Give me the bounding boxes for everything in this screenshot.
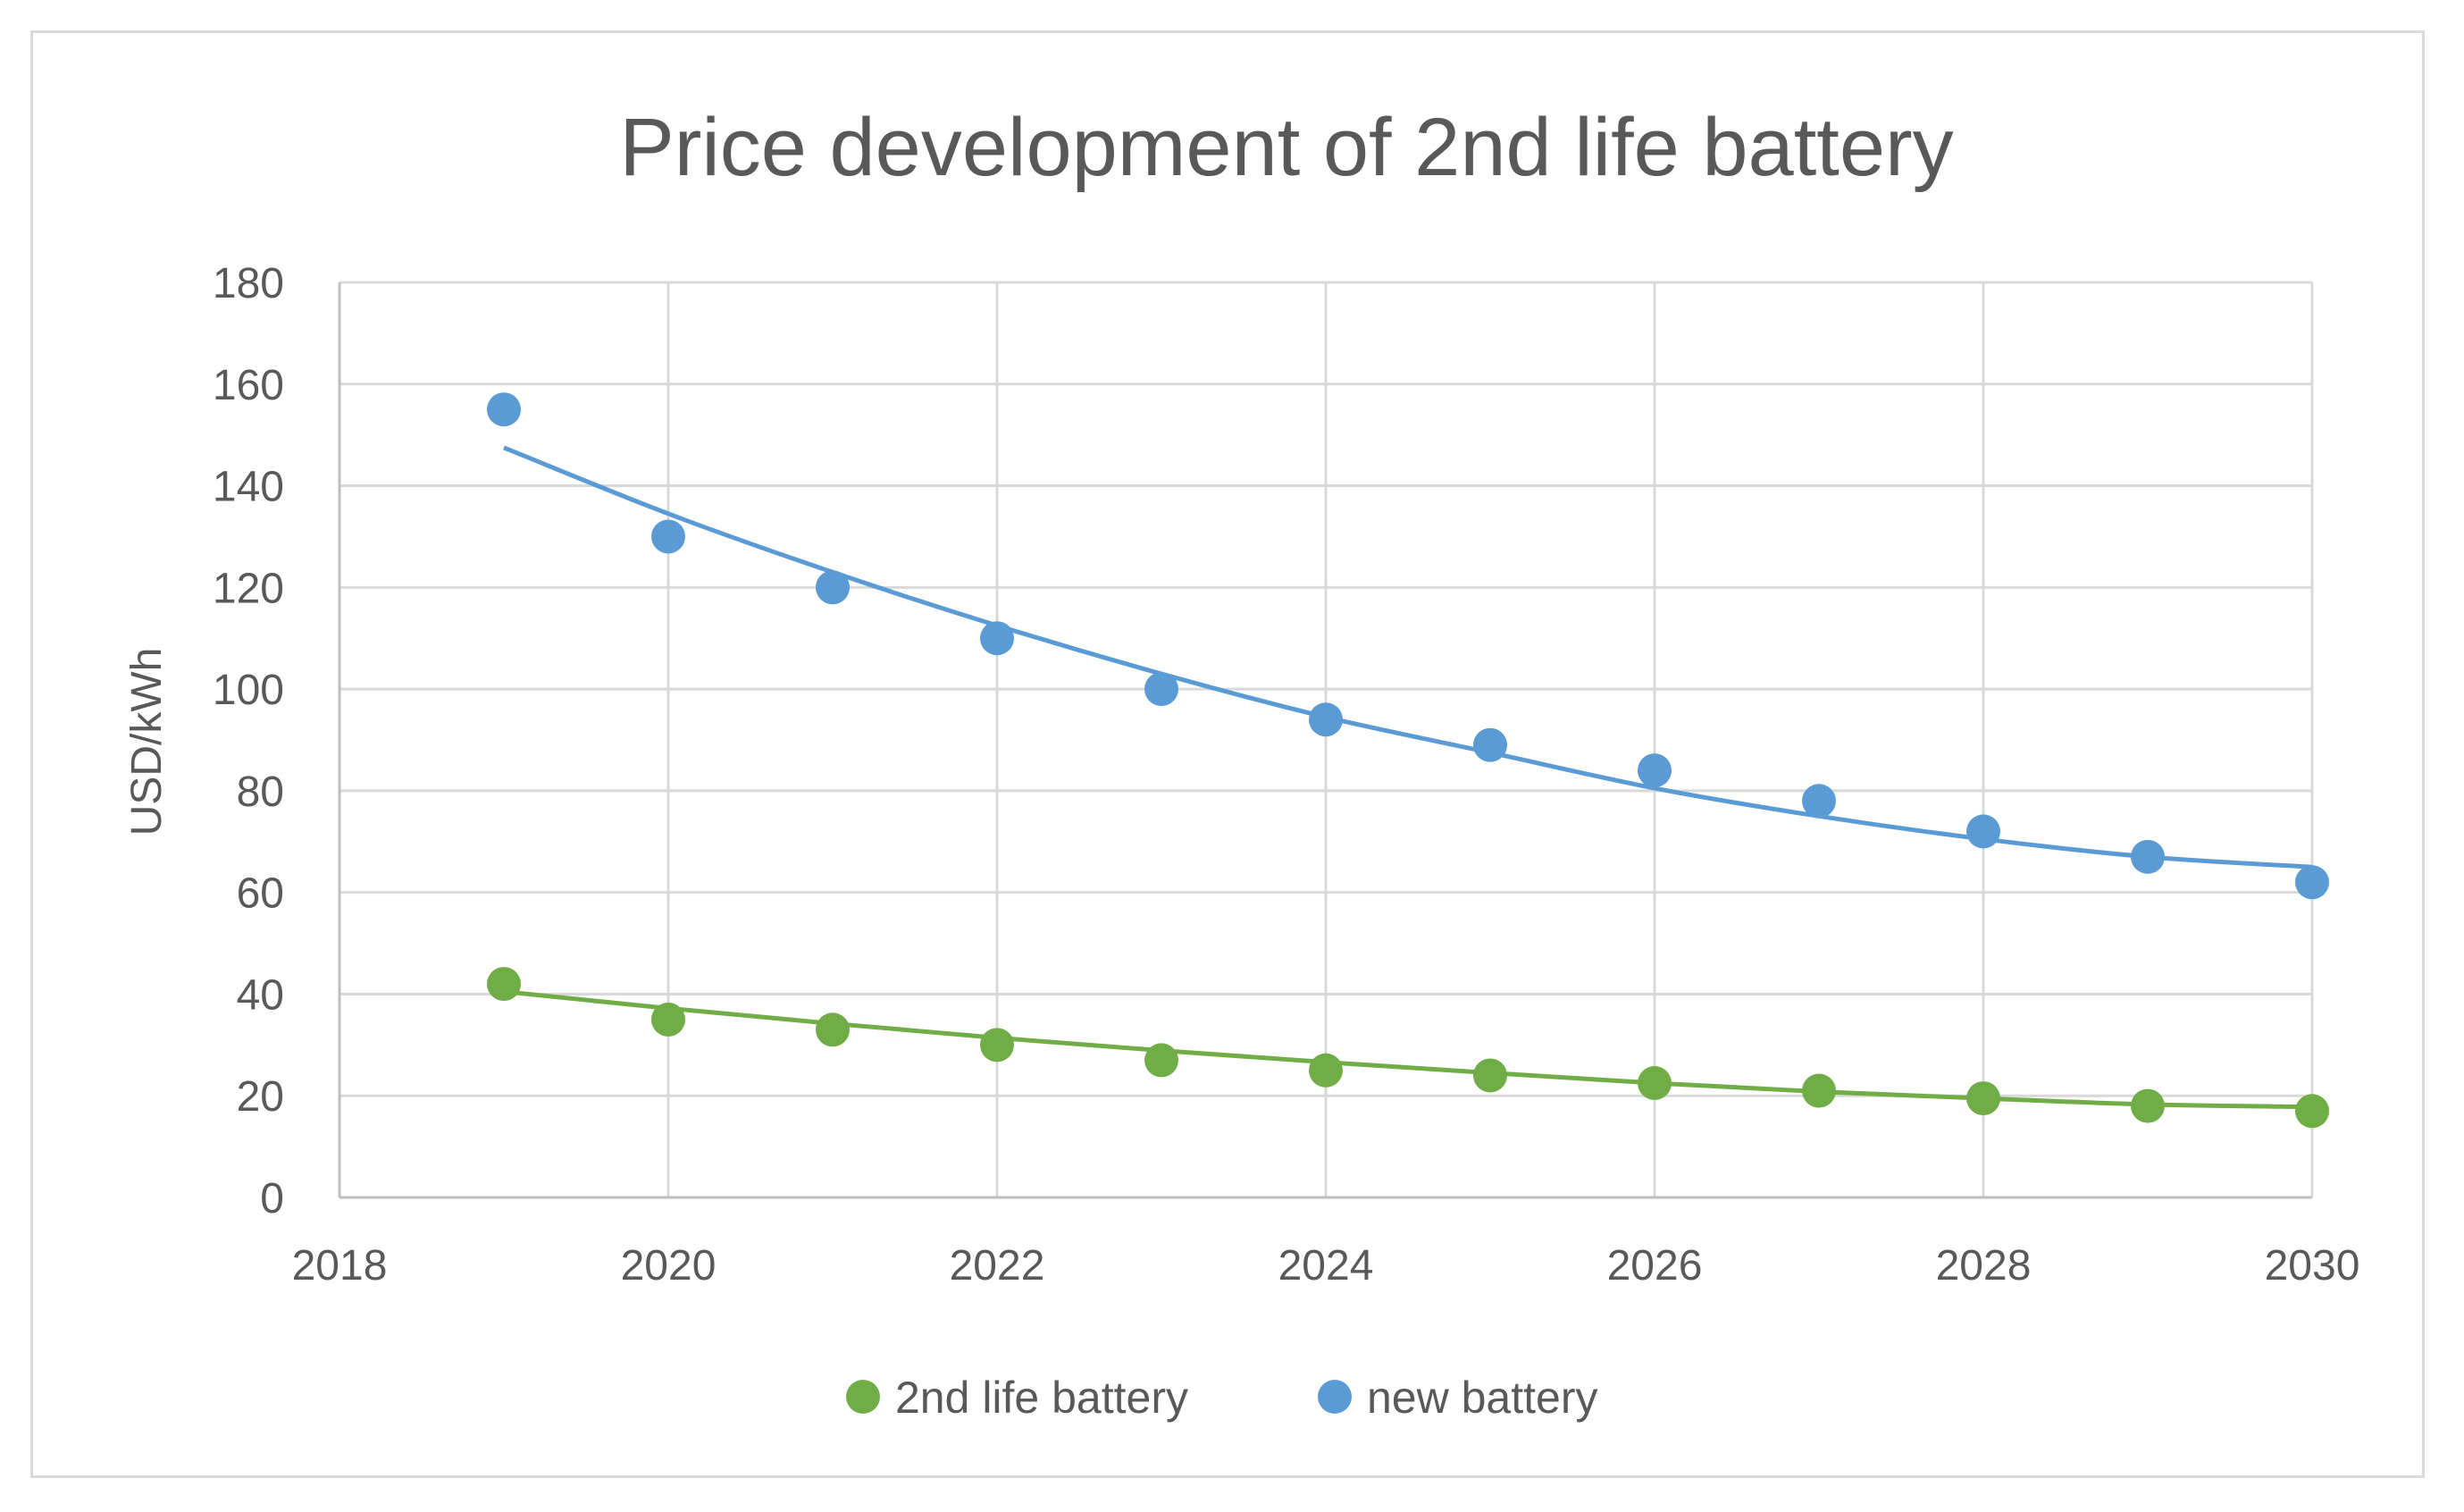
point-2nd-life-battery bbox=[2295, 1094, 2329, 1129]
point-2nd-life-battery bbox=[2131, 1088, 2165, 1123]
point-new-battery bbox=[1473, 727, 1507, 762]
point-new-battery bbox=[2131, 839, 2165, 874]
x-tick-label: 2018 bbox=[292, 1242, 388, 1289]
point-new-battery bbox=[816, 570, 850, 605]
point-new-battery bbox=[1309, 702, 1343, 737]
x-tick-label: 2028 bbox=[1936, 1242, 2032, 1289]
point-2nd-life-battery bbox=[1144, 1043, 1178, 1078]
legend-label: new battery bbox=[1367, 1373, 1597, 1423]
point-2nd-life-battery bbox=[1802, 1073, 1836, 1108]
point-new-battery bbox=[1638, 753, 1672, 788]
legend-marker bbox=[846, 1380, 880, 1414]
y-tick-label: 120 bbox=[213, 565, 284, 612]
point-2nd-life-battery bbox=[980, 1028, 1014, 1063]
x-tick-label: 2030 bbox=[2265, 1242, 2360, 1289]
point-2nd-life-battery bbox=[816, 1012, 850, 1047]
legend-marker bbox=[1318, 1380, 1352, 1414]
chart-frame bbox=[30, 30, 2425, 1478]
point-new-battery bbox=[487, 392, 521, 427]
trendline-new-battery bbox=[503, 445, 2313, 869]
legend-label: 2nd life battery bbox=[895, 1373, 1188, 1423]
y-tick-labels: 0 20 40 60 80 100 120 140 160 180 bbox=[213, 260, 284, 1222]
y-tick-label: 60 bbox=[237, 870, 284, 918]
x-tick-label: 2026 bbox=[1607, 1242, 1703, 1289]
trendline-2nd-life-battery bbox=[503, 989, 2313, 1110]
y-tick-label: 180 bbox=[213, 260, 284, 307]
y-tick-label: 100 bbox=[213, 667, 284, 714]
point-2nd-life-battery bbox=[1638, 1066, 1672, 1100]
point-2nd-life-battery bbox=[1473, 1058, 1507, 1093]
x-tick-label: 2024 bbox=[1278, 1242, 1374, 1289]
y-tick-label: 160 bbox=[213, 362, 284, 409]
data-points bbox=[487, 392, 2329, 1129]
x-tick-label: 2020 bbox=[621, 1242, 717, 1289]
point-new-battery bbox=[1802, 784, 1836, 819]
point-2nd-life-battery bbox=[487, 967, 521, 1002]
axes bbox=[338, 282, 2312, 1199]
y-tick-label: 0 bbox=[260, 1175, 284, 1222]
point-2nd-life-battery bbox=[1309, 1053, 1343, 1088]
y-tick-label: 80 bbox=[237, 769, 284, 816]
legend: 2nd life battery new battery bbox=[846, 1373, 1597, 1423]
point-2nd-life-battery bbox=[651, 1002, 685, 1037]
point-new-battery bbox=[1144, 672, 1178, 707]
x-tick-labels: 2018 2020 2022 2024 2026 2028 2030 bbox=[292, 1242, 2360, 1289]
y-tick-label: 140 bbox=[213, 464, 284, 511]
point-new-battery bbox=[1966, 814, 2000, 849]
y-axis-label: USD/kWh bbox=[123, 648, 171, 836]
point-2nd-life-battery bbox=[1966, 1081, 2000, 1116]
chart-title: Price development of 2nd life battery bbox=[619, 102, 1953, 193]
point-new-battery bbox=[651, 519, 685, 554]
point-new-battery bbox=[980, 621, 1014, 656]
y-tick-label: 40 bbox=[237, 971, 284, 1019]
trendlines bbox=[503, 445, 2313, 1110]
y-tick-label: 20 bbox=[237, 1073, 284, 1121]
point-new-battery bbox=[2295, 865, 2329, 900]
x-tick-label: 2022 bbox=[950, 1242, 1045, 1289]
